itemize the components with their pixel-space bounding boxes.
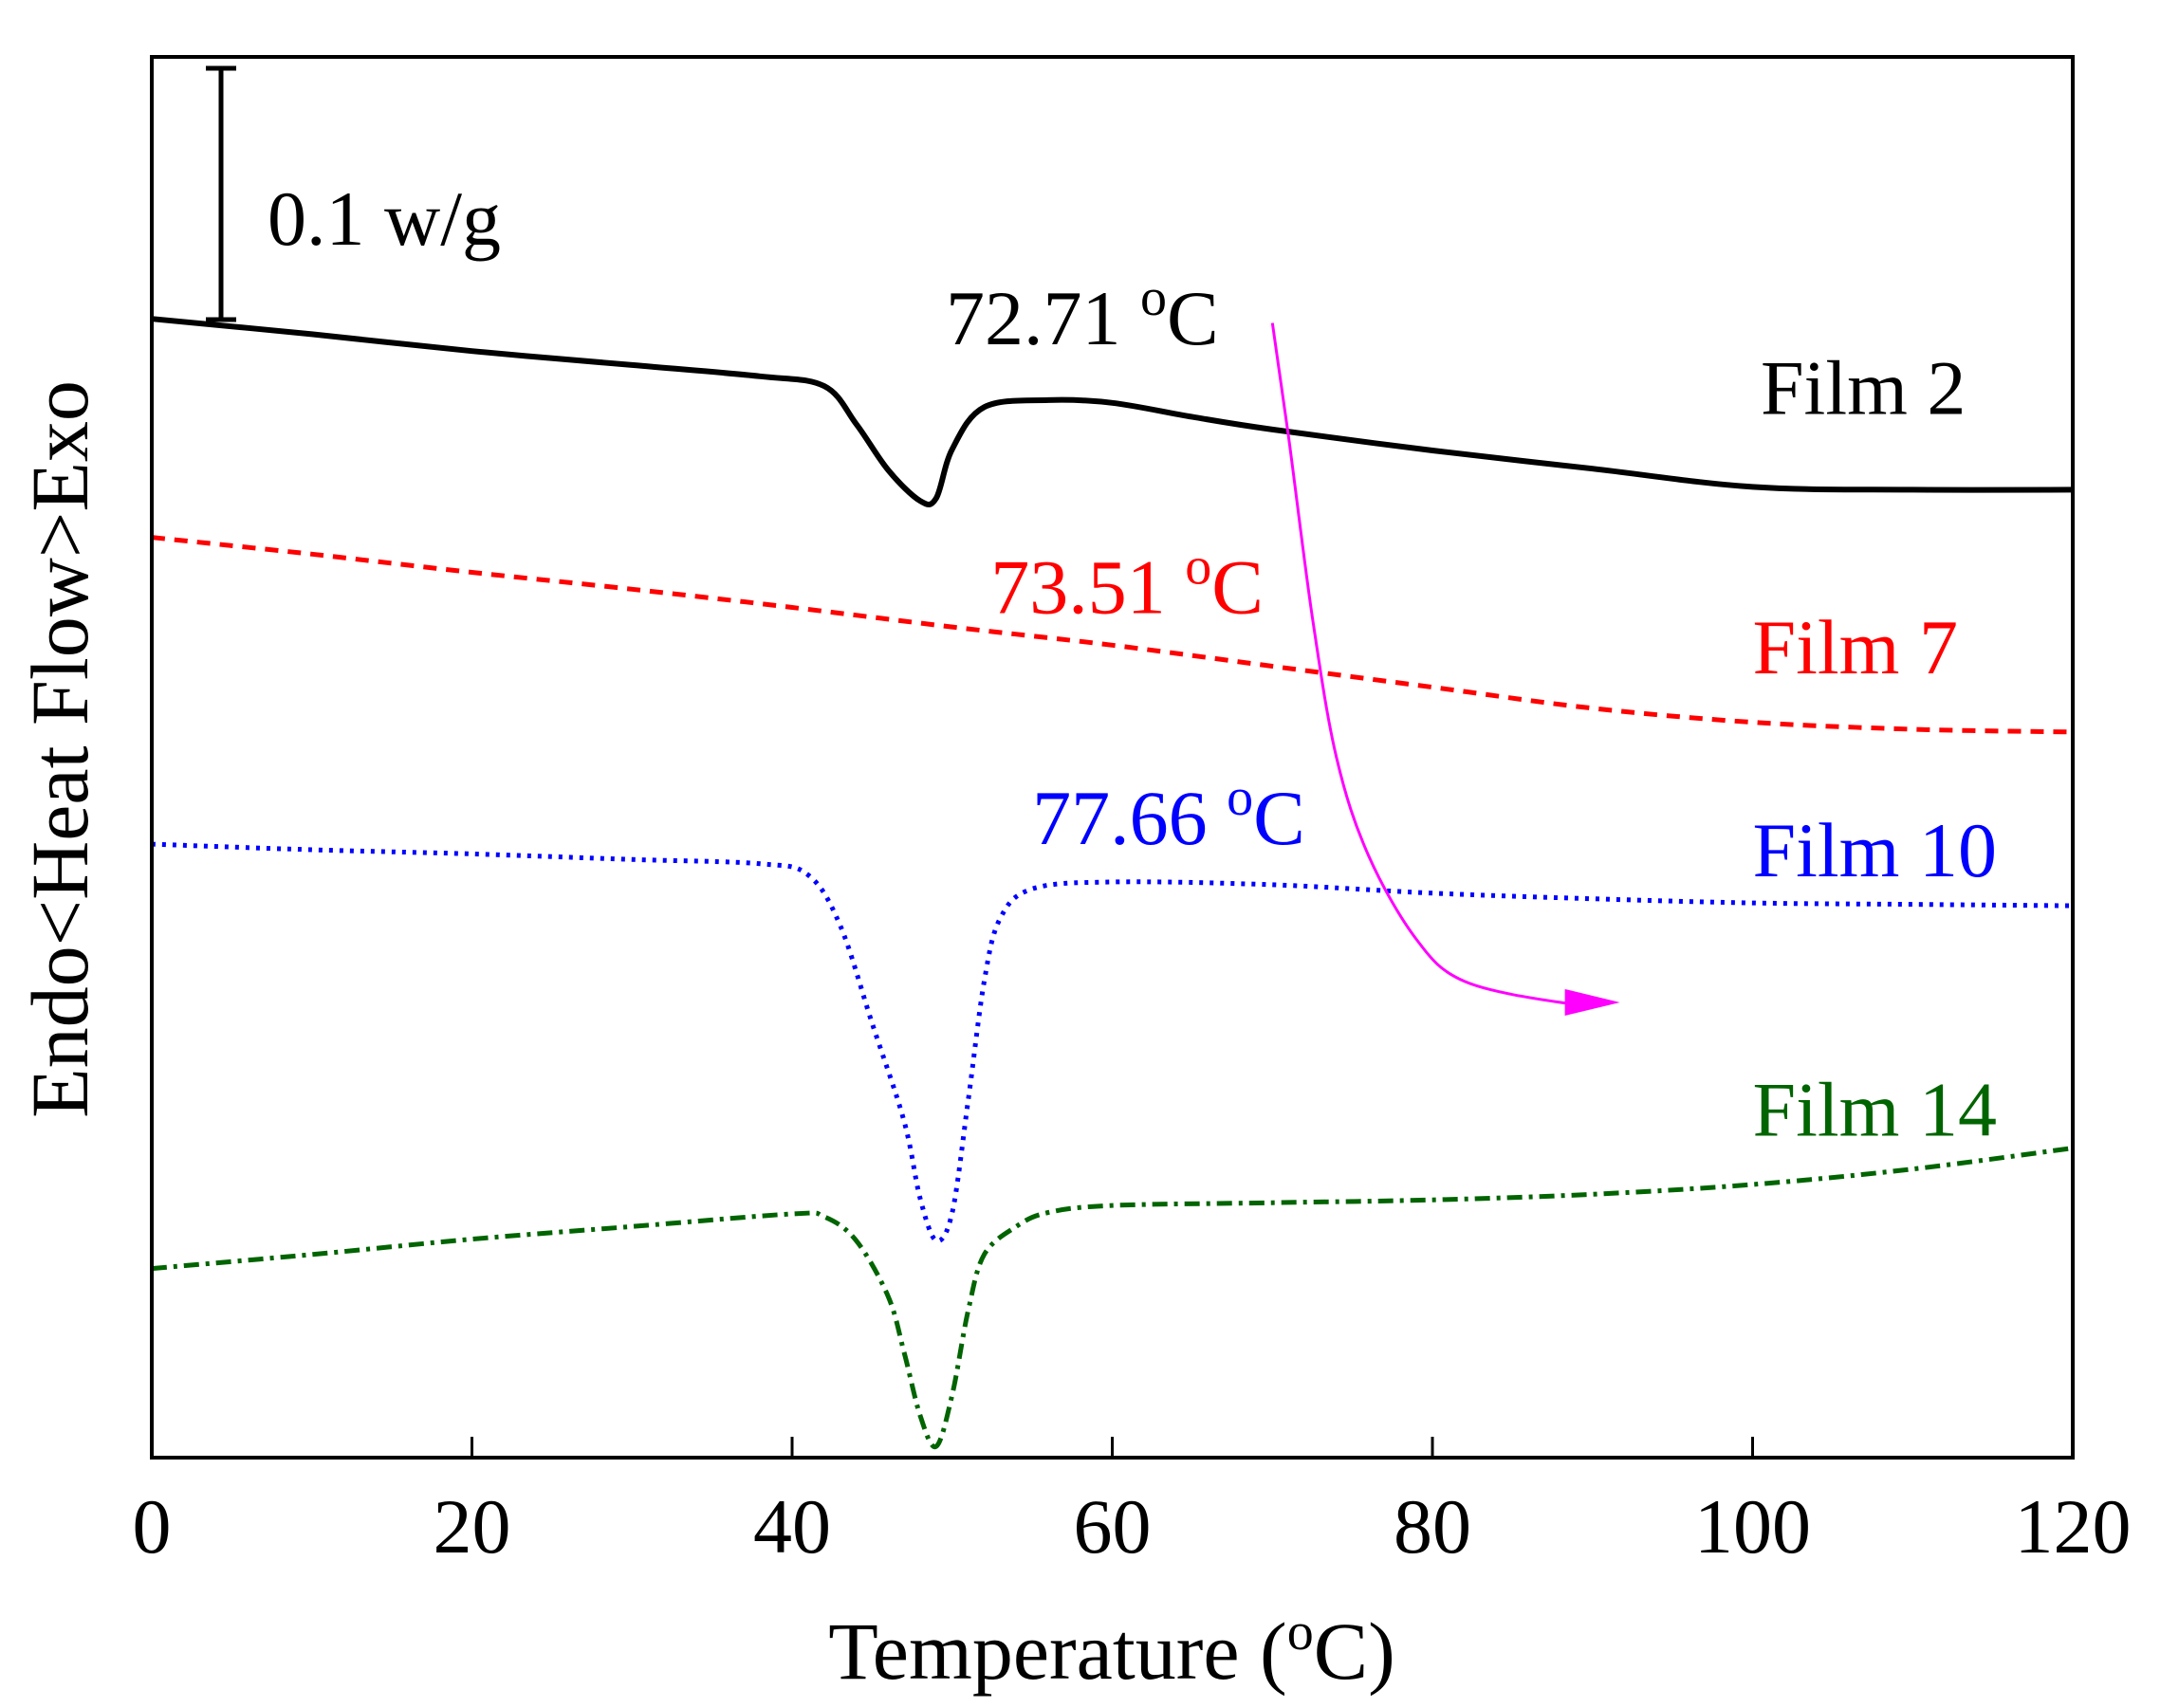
- annotation-unit: C: [1211, 543, 1264, 630]
- annotation-value: 73.51: [990, 543, 1185, 630]
- annotation-film-7: Film 7: [1753, 604, 1958, 690]
- series-line-film-7: [151, 535, 2074, 735]
- series-layer: [151, 316, 2074, 1450]
- x-axis-title: Temperature (oC): [828, 1603, 1394, 1697]
- annotation-unit: C: [1167, 275, 1219, 361]
- annotation-film-14: Film 14: [1753, 1066, 1997, 1152]
- annotation-73-51-c: 73.51 oC: [990, 537, 1264, 630]
- scale-bar: 0.1 w/g: [206, 65, 501, 322]
- annotation-degree-sup: o: [1185, 537, 1211, 596]
- x-axis-title-sup: o: [1287, 1603, 1314, 1662]
- x-axis-title-main: Temperature (: [828, 1606, 1286, 1697]
- x-tick-label-80: 80: [1394, 1483, 1471, 1570]
- x-tick-label-0: 0: [133, 1483, 172, 1570]
- x-tick-label-60: 60: [1074, 1483, 1152, 1570]
- x-tick-label-40: 40: [753, 1483, 831, 1570]
- x-tick-label-20: 20: [434, 1483, 511, 1570]
- annotation-value: 77.66: [1032, 775, 1227, 861]
- x-axis-title-end: C): [1314, 1606, 1395, 1697]
- series-line-film-2: [151, 316, 2074, 507]
- trend-arrow-shaft: [1270, 322, 1609, 1006]
- series-line-film-10: [151, 841, 2074, 1243]
- annotation-77-66-c: 77.66 oC: [1032, 768, 1305, 861]
- annotation-value: 72.71: [946, 275, 1140, 361]
- trend-arrow-head: [1564, 988, 1620, 1016]
- annotation-degree-sup: o: [1227, 768, 1253, 827]
- annotation-film-10: Film 10: [1753, 807, 1997, 893]
- x-tick-label-100: 100: [1694, 1483, 1811, 1570]
- y-axis-title: Endo<Heat Flow>Exo: [14, 380, 105, 1118]
- trend-arrow-layer: [1270, 322, 1620, 1016]
- scale-bar-label: 0.1 w/g: [268, 175, 501, 262]
- annotation-degree-sup: o: [1140, 268, 1167, 327]
- annotation-72-71-c: 72.71 oC: [946, 268, 1219, 361]
- annotation-unit: C: [1253, 775, 1305, 861]
- x-tick-label-120: 120: [2015, 1483, 2132, 1570]
- annotation-film-2: Film 2: [1761, 345, 1966, 432]
- plot-background: [152, 57, 2073, 1458]
- x-axis-ticks: 0 20 40 60 80 100 120: [133, 1437, 2132, 1570]
